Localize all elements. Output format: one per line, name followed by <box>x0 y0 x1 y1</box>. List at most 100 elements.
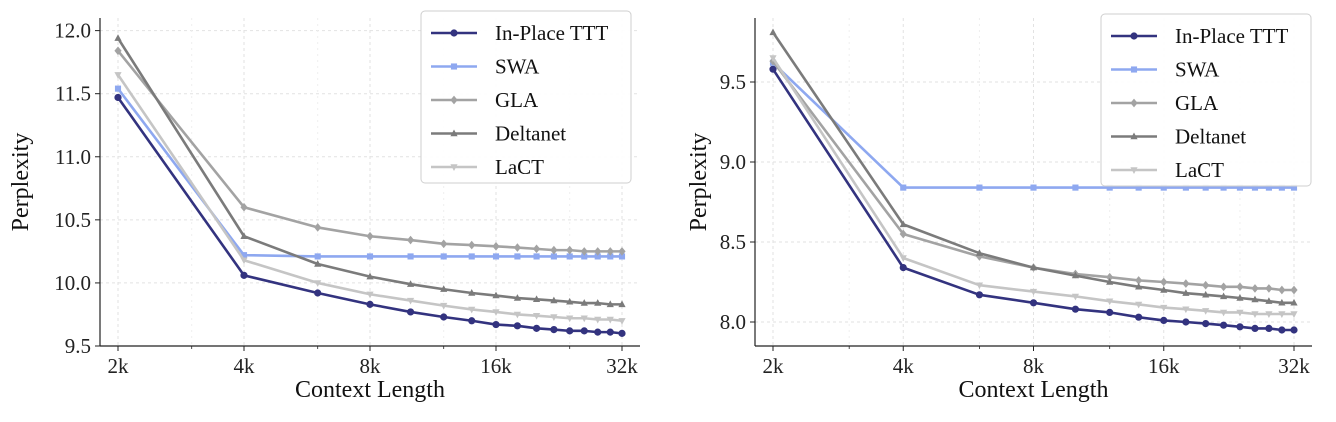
data-point <box>366 231 374 241</box>
data-point <box>440 313 448 321</box>
series-lact <box>114 72 626 325</box>
data-point <box>468 289 476 296</box>
data-point <box>581 253 588 260</box>
data-point <box>1106 308 1114 316</box>
data-point <box>532 313 541 320</box>
data-point <box>1072 184 1079 191</box>
data-point <box>314 223 322 232</box>
data-point <box>594 316 602 324</box>
data-point <box>1236 184 1244 191</box>
data-point <box>114 72 122 79</box>
data-point <box>1071 293 1080 301</box>
data-point <box>1202 319 1210 328</box>
y-tick-label: 8.0 <box>720 310 746 334</box>
legend-entry: SWA <box>1111 58 1220 82</box>
data-point <box>1219 282 1228 292</box>
data-point <box>1202 308 1210 315</box>
data-point <box>769 28 777 36</box>
legend-label: In-Place TTT <box>1175 24 1288 48</box>
data-point <box>492 291 500 299</box>
data-point <box>532 244 541 254</box>
data-point <box>314 253 321 260</box>
data-point <box>1160 277 1168 287</box>
data-point <box>532 295 541 303</box>
data-point <box>492 242 500 251</box>
legend: In-Place TTT SWA GLA Deltanet LaCT <box>420 10 632 184</box>
data-point <box>1236 282 1244 292</box>
data-point <box>606 247 614 256</box>
series-deltanet <box>769 28 1298 306</box>
data-point <box>1135 301 1143 309</box>
series-gla <box>769 56 1298 295</box>
data-point <box>975 282 984 290</box>
data-point <box>1182 289 1190 296</box>
data-point <box>240 257 248 265</box>
legend-box <box>420 10 632 184</box>
legend-entry: LaCT <box>1111 158 1224 182</box>
data-point <box>1182 279 1190 288</box>
y-tick-label: 8.5 <box>720 230 746 254</box>
legend-swatch-marker <box>1130 98 1138 108</box>
data-point <box>1160 304 1168 312</box>
data-point <box>975 249 984 256</box>
y-tick-label: 10.5 <box>54 208 91 232</box>
data-point <box>1290 184 1298 191</box>
legend-swatch-marker <box>1130 66 1138 73</box>
data-point <box>1265 184 1272 191</box>
data-point <box>566 315 574 323</box>
data-point <box>406 297 415 305</box>
data-point <box>492 320 500 329</box>
data-point <box>566 297 574 305</box>
data-point <box>1219 309 1228 317</box>
legend-entry: In-Place TTT <box>1111 24 1288 48</box>
series-line <box>771 31 1294 305</box>
y-axis-label: Perplexity <box>686 133 712 232</box>
data-point <box>580 327 588 335</box>
data-point <box>1160 286 1168 293</box>
legend-entry: GLA <box>431 88 539 112</box>
legend-entry: Deltanet <box>1111 125 1246 149</box>
data-point <box>899 255 907 262</box>
legend-label: In-Place TTT <box>495 21 608 45</box>
y-tick-label: 10.0 <box>54 271 91 295</box>
data-point <box>407 253 414 260</box>
data-point <box>514 253 521 260</box>
data-point <box>1160 316 1168 324</box>
data-point <box>314 280 322 287</box>
data-point <box>366 291 374 299</box>
data-point <box>618 300 626 308</box>
legend-swatch-marker <box>1130 132 1138 140</box>
x-axis-label: Context Length <box>295 377 445 403</box>
legend-swatch-marker <box>450 95 458 105</box>
series-line <box>771 60 1294 292</box>
series-swa <box>114 85 626 260</box>
data-point <box>1265 284 1273 293</box>
data-point <box>513 294 522 301</box>
x-tick-label: 2k <box>763 354 785 378</box>
x-tick-label: 8k <box>360 354 382 378</box>
data-point <box>618 253 626 260</box>
data-point <box>532 324 541 332</box>
data-point <box>580 299 588 306</box>
data-point <box>1251 284 1259 293</box>
legend-label: GLA <box>495 88 539 112</box>
series-line <box>116 49 622 253</box>
data-point <box>366 253 374 260</box>
data-point <box>1030 184 1037 191</box>
data-point <box>468 317 476 325</box>
legend-swatch-marker <box>1130 167 1138 174</box>
data-point <box>440 253 447 260</box>
legend-swatch-marker <box>450 29 458 37</box>
x-tick-label: 8k <box>1023 354 1045 378</box>
data-point <box>550 253 557 260</box>
legend: In-Place TTT SWA GLA Deltanet LaCT <box>1100 13 1312 187</box>
data-point <box>513 311 522 319</box>
data-point <box>566 253 573 260</box>
data-point <box>550 314 558 321</box>
data-point <box>1278 285 1286 295</box>
data-point <box>1220 184 1227 191</box>
data-point <box>550 296 558 304</box>
data-point <box>440 302 448 310</box>
data-point <box>606 316 614 324</box>
